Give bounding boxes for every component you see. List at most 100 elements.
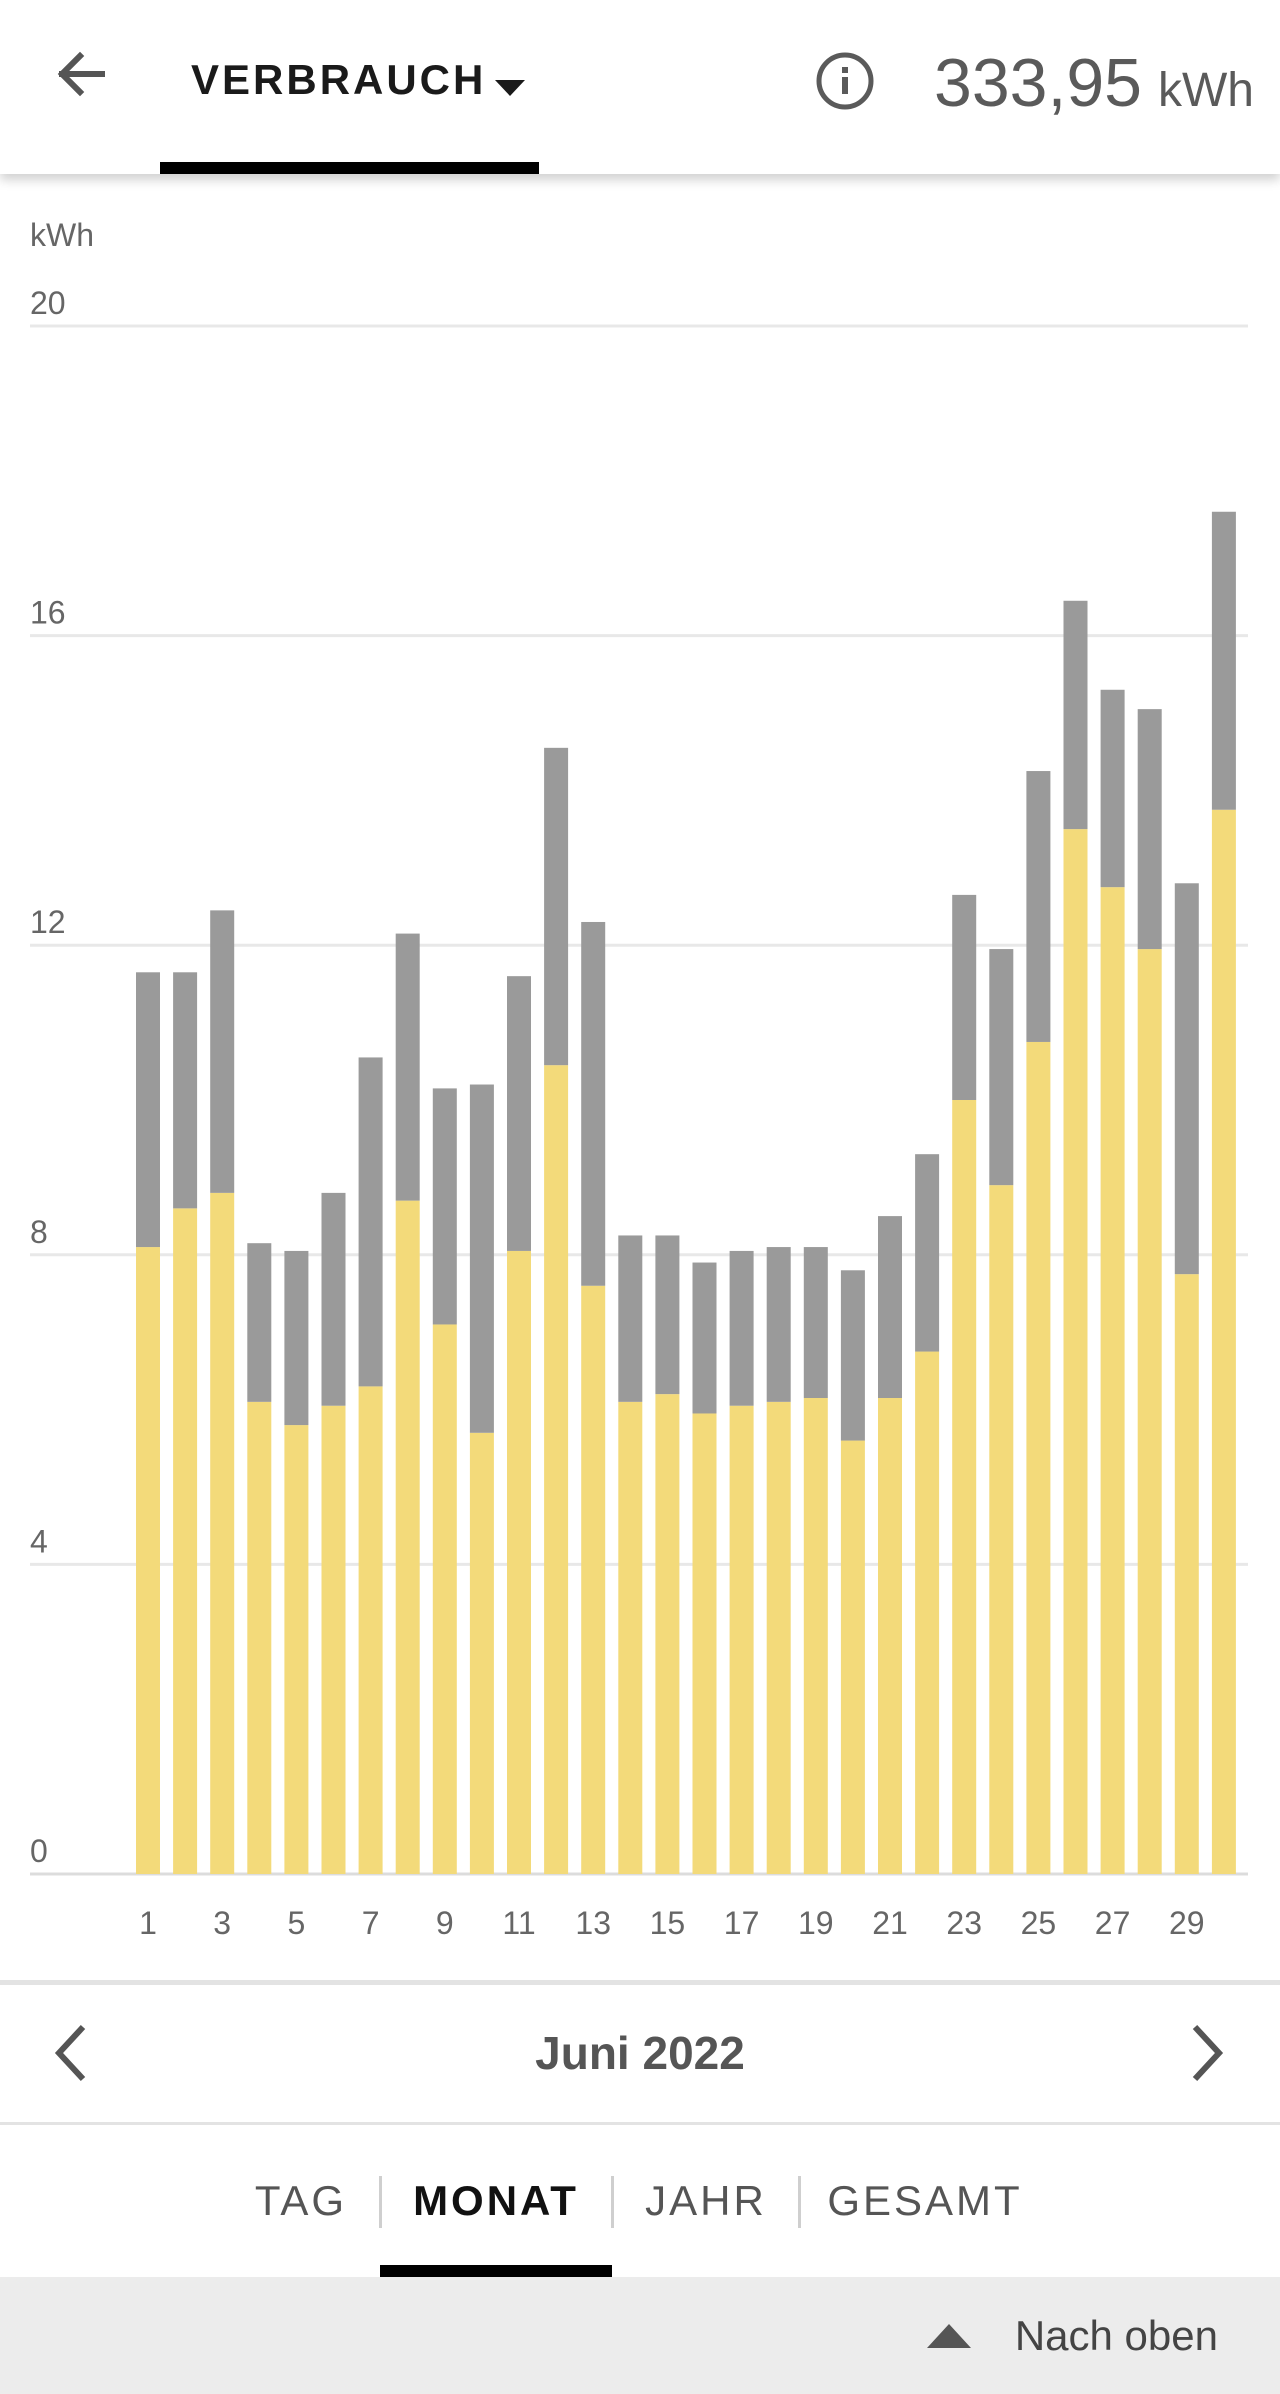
bar-segment-primary [878,1397,902,1874]
x-tick-label: 27 [1095,1905,1131,1941]
bar-segment-primary [507,1250,531,1874]
bar-segment-primary [321,1405,346,1874]
tab-separator [798,2176,801,2228]
tab-separator [611,2176,614,2228]
bar-segment-secondary [581,921,606,1286]
bar-segment-secondary [432,1088,457,1325]
active-tab-indicator [380,2265,612,2277]
bar-segment-primary [173,1208,198,1874]
bar-segment-secondary [1100,689,1125,888]
x-tick-label: 1 [139,1905,157,1941]
bar-segment-primary [840,1440,865,1874]
tab-jahr[interactable]: JAHR [624,2125,788,2277]
back-button[interactable] [40,34,120,114]
previous-period-button[interactable] [32,2013,112,2093]
bar-segment-secondary [247,1243,272,1402]
bar-segment-secondary [878,1216,902,1398]
x-tick-label: 17 [724,1905,760,1941]
view-selector-indicator [160,162,539,174]
bar-segment-primary [1174,1274,1199,1874]
bar-segment-primary [692,1413,717,1874]
bar-segment-secondary [321,1192,346,1406]
view-selector-label: VERBRAUCH [191,56,487,103]
bar-segment-primary [915,1351,940,1874]
bar-segment-primary [655,1394,680,1874]
bar-segment-secondary [1211,511,1236,810]
period-label: Juni 2022 [535,2027,745,2079]
bar-segment-primary [210,1192,235,1874]
scroll-to-top-label: Nach oben [1014,2311,1218,2359]
divider [0,2122,1280,2125]
x-tick-label: 13 [575,1905,611,1941]
total-consumption: 333,95 kWh [934,44,1254,122]
y-tick-label: 4 [30,1523,48,1559]
bar-segment-secondary [915,1154,940,1352]
bar-segment-secondary [173,972,198,1209]
x-tick-label: 3 [213,1905,231,1941]
tab-label: JAHR [645,2177,767,2224]
bar-segment-secondary [655,1235,680,1395]
tab-monat[interactable]: MONAT [380,2125,612,2277]
x-tick-label: 9 [436,1905,454,1941]
bar-segment-primary [989,1185,1014,1874]
info-icon [816,52,874,110]
bar-segment-secondary [729,1250,754,1406]
total-unit: kWh [1158,64,1254,117]
y-tick-label: 12 [30,904,66,940]
tab-label: GESAMT [827,2177,1023,2224]
x-tick-label: 11 [502,1905,535,1941]
bar-segment-primary [1211,809,1236,1874]
y-tick-label: 0 [30,1833,48,1869]
tab-label: MONAT [413,2177,579,2224]
tab-tag[interactable]: TAG [236,2125,366,2277]
next-period-button[interactable] [1166,2013,1246,2093]
bar-segment-primary [432,1324,457,1874]
bar-segment-secondary [952,894,977,1100]
bar-segment-secondary [618,1235,643,1402]
consumption-chart: kWh 0 4 8 12 16 20 1 3 5 7 9 11 13 15 17 19 21 23 25 27 29 [0,174,1280,1984]
bar-segment-secondary [1174,883,1199,1275]
x-tick-label: 7 [362,1905,380,1941]
bar-segment-primary [284,1425,309,1874]
bar-segment-secondary [284,1250,309,1426]
period-navigation: Juni 2022 [0,1985,1280,2122]
bar-segment-primary [136,1247,160,1874]
bar-segment-primary [952,1100,977,1874]
arrow-left-icon [57,51,105,97]
bar-segment-primary [1063,829,1088,1874]
x-tick-label: 21 [872,1905,908,1941]
info-button[interactable] [812,48,878,114]
bar-segment-secondary [507,976,531,1251]
bar-segment-primary [358,1386,383,1874]
bar-segment-primary [766,1401,791,1874]
bar-segment-primary [544,1065,569,1874]
bar-segment-secondary [1063,600,1088,830]
bar-segment-secondary [544,747,569,1066]
tab-gesamt[interactable]: GESAMT [808,2125,1042,2277]
bar-segment-primary [395,1200,420,1874]
bar-segment-secondary [395,933,420,1201]
y-axis-unit-label: kWh [30,217,94,253]
tab-separator [379,2176,382,2228]
bar-segment-primary [469,1432,494,1874]
bar-segment-primary [729,1405,754,1874]
triangle-up-icon [926,2323,971,2348]
bar-segment-secondary [1137,709,1162,950]
bar-segment-primary [618,1401,643,1874]
bar-segment-primary [803,1397,828,1874]
divider [0,1980,1280,1985]
scroll-to-top-button[interactable]: Nach oben [926,2277,1280,2394]
bar-segment-secondary [136,972,160,1248]
time-range-tabs: TAG MONAT JAHR GESAMT [0,2125,1280,2277]
x-tick-label: 23 [946,1905,982,1941]
x-tick-label: 5 [288,1905,306,1941]
bar-segment-secondary [358,1057,383,1387]
bar-segment-secondary [692,1262,717,1414]
bar-segment-primary [247,1401,272,1874]
bar-segment-primary [1100,887,1125,1874]
bar-segment-primary [1137,949,1162,1874]
bar-segment-secondary [766,1247,791,1402]
x-tick-label: 19 [798,1905,834,1941]
view-selector-dropdown[interactable]: VERBRAUCH [160,0,539,174]
